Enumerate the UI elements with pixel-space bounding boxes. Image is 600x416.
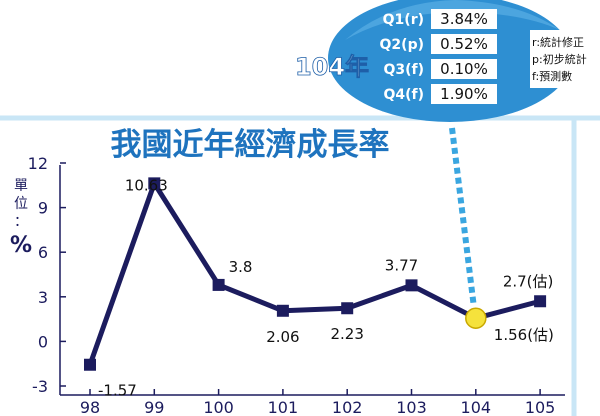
unit-label-char: ： xyxy=(14,214,28,230)
x-tick-label: 100 xyxy=(203,398,234,416)
y-tick-label: -3 xyxy=(32,377,48,396)
data-label: 3.8 xyxy=(229,258,253,276)
x-tick-label: 103 xyxy=(396,398,427,416)
x-tick-label: 102 xyxy=(332,398,363,416)
quarter-value-box xyxy=(431,9,497,29)
y-tick-label: 3 xyxy=(38,288,48,307)
y-tick-label: 6 xyxy=(38,243,48,262)
y-tick-label: 0 xyxy=(38,332,48,351)
y-tick-label: 9 xyxy=(38,199,48,218)
data-point xyxy=(276,304,289,317)
x-tick-label: 101 xyxy=(268,398,299,416)
note-line: r:統計修正 xyxy=(532,35,584,49)
unit-label-chars: 單位 ：% xyxy=(10,178,32,258)
quarter-value: 0.52% xyxy=(440,35,488,53)
chart-frame xyxy=(0,115,600,416)
callout-bubble-highlight xyxy=(345,0,560,40)
x-tick-label: 99 xyxy=(144,398,164,416)
callout-quarters: Q1(r) 3.84% Q2(p) 0.52% Q3(f) 0.10% Q4(f) 1.90% xyxy=(380,9,497,104)
quarter-label: Q1(r) xyxy=(383,12,424,28)
x-tick-label: 105 xyxy=(525,398,556,416)
quarter-label: Q3(f) xyxy=(383,62,424,78)
x-tick-label: 104 xyxy=(461,398,492,416)
quarter-value-box xyxy=(431,84,497,104)
callout-notes: r:統計修正 p:初步統計 f:預測數 xyxy=(532,35,587,83)
data-point xyxy=(534,295,547,308)
quarter-value-box xyxy=(431,59,497,79)
unit-label-char: 單 xyxy=(14,178,28,194)
x-ticks: 98 99 100 101 102 103 104 105 xyxy=(80,389,556,416)
data-label: -1.57 xyxy=(98,382,137,400)
data-label: 2.23 xyxy=(330,325,363,343)
callout: 104年 Q1(r) 3.84% Q2(p) 0.52% Q3(f) 0.10% Q4(f)… xyxy=(295,0,600,122)
data-point xyxy=(341,302,354,315)
data-point xyxy=(212,278,225,291)
data-point xyxy=(405,279,418,292)
quarter-value: 0.10% xyxy=(440,60,488,78)
notes-box xyxy=(530,30,600,88)
note-line: f:預測數 xyxy=(532,69,572,83)
point-labels: -1.57 10.63 3.8 2.06 2.23 3.77 1.56(估) 2.7(估) xyxy=(98,176,554,399)
callout-year: 104年 xyxy=(295,53,369,81)
quarter-value: 3.84% xyxy=(440,10,488,28)
unit-label-char: 位 xyxy=(14,196,28,212)
x-tick-label: 98 xyxy=(80,398,100,416)
quarter-label: Q4(f) xyxy=(383,87,424,103)
quarter-label: Q2(p) xyxy=(380,37,424,53)
data-label: 1.56(估) xyxy=(494,326,554,344)
highlight-point xyxy=(465,307,487,329)
y-ticks: -3 0 3 6 9 12 xyxy=(28,154,66,396)
data-label: 10.63 xyxy=(125,176,168,194)
quarter-value-box xyxy=(431,34,497,54)
data-label: 3.77 xyxy=(385,256,418,274)
data-label: 2.06 xyxy=(266,328,299,346)
series-path xyxy=(87,180,541,366)
unit-label-char: % xyxy=(10,233,32,258)
data-point xyxy=(84,358,96,371)
chart-frame-inner xyxy=(0,121,571,416)
unit-label: 單位 ：% xyxy=(10,178,32,258)
series-line xyxy=(84,177,547,371)
y-tick-label: 12 xyxy=(28,154,48,173)
note-line: p:初步統計 xyxy=(532,52,587,66)
data-point xyxy=(148,177,161,190)
chart-title: 我國近年經濟成長率 xyxy=(111,127,390,163)
data-label: 2.7(估) xyxy=(503,272,554,290)
quarter-value: 1.90% xyxy=(440,85,488,103)
